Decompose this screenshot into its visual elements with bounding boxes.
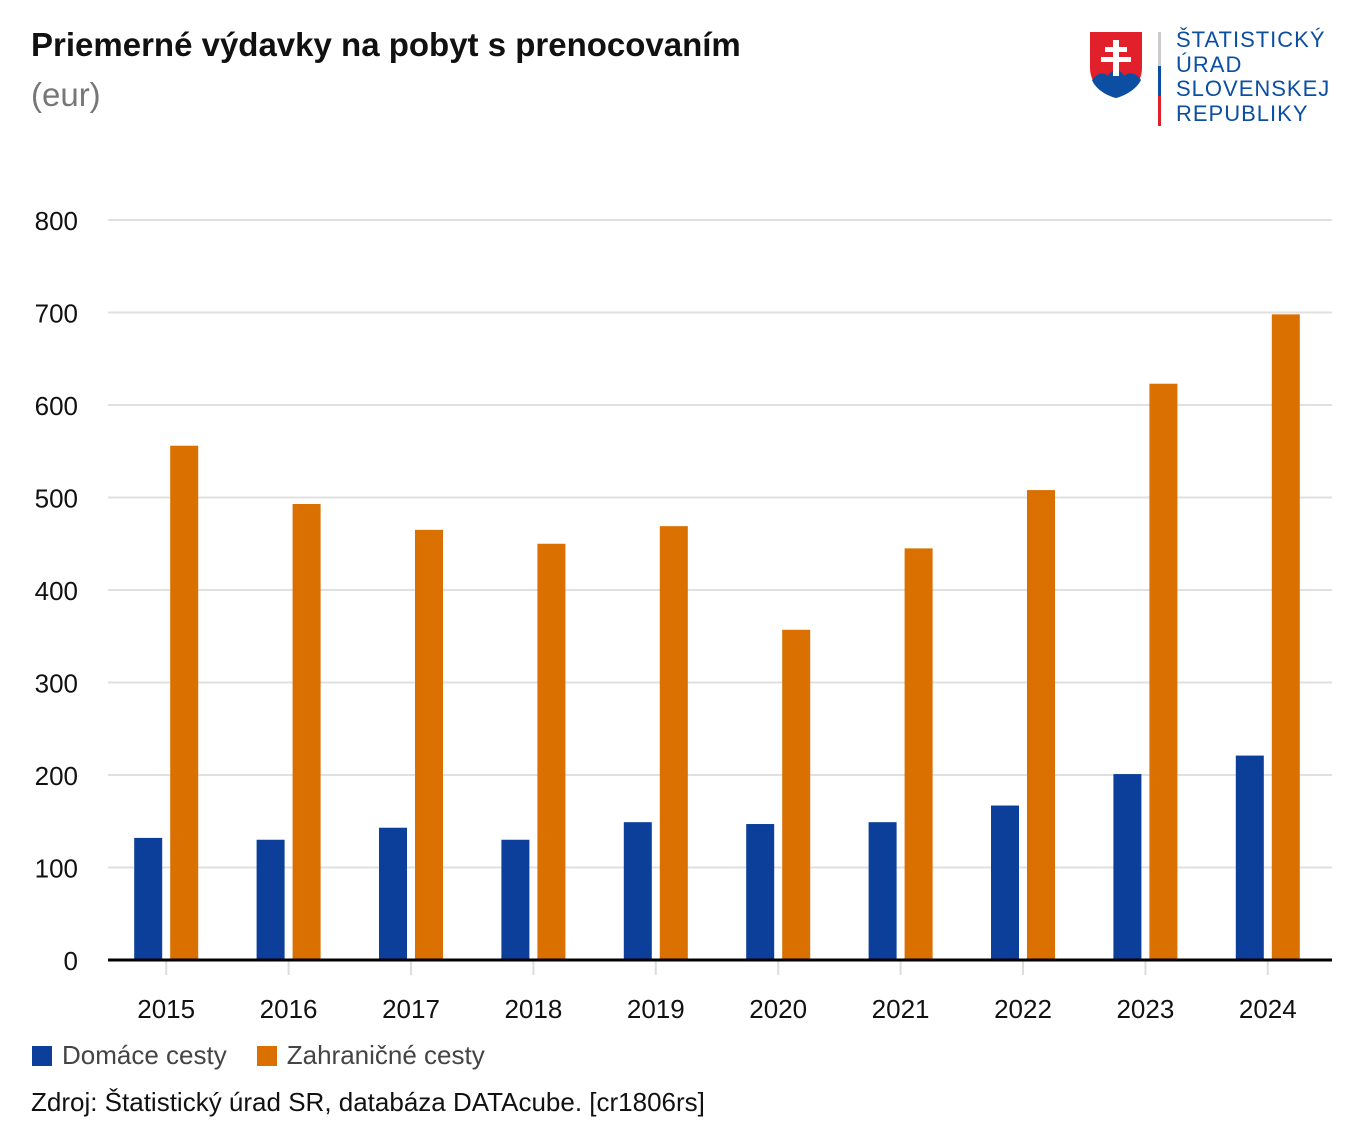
- y-tick-label: 400: [35, 576, 78, 606]
- logo-line: ÚRAD: [1176, 51, 1243, 77]
- bar-domace-2015: [134, 837, 163, 960]
- chart-title: Priemerné výdavky na pobyt s prenocovaní…: [31, 26, 741, 63]
- x-tick-label: 2017: [382, 994, 440, 1024]
- y-tick-label: 600: [35, 391, 78, 421]
- y-tick-label: 700: [35, 299, 78, 329]
- bar-zahranicne-2017: [415, 529, 443, 960]
- logo-text: ŠTATISTICKÝ ÚRAD SLOVENSKEJ REPUBLIKY: [1176, 27, 1331, 126]
- y-tick-label: 200: [35, 761, 78, 791]
- bar-zahranicne-2018: [537, 543, 566, 960]
- bar-zahranicne-2023: [1149, 383, 1178, 961]
- y-tick-label: 100: [35, 854, 78, 884]
- logo-divider-white: [1158, 32, 1161, 66]
- x-tick-label: 2015: [137, 994, 195, 1024]
- source-note: Zdroj: Štatistický úrad SR, databáza DAT…: [31, 1087, 705, 1117]
- bar-zahranicne-2015: [170, 445, 199, 960]
- y-tick-label: 500: [35, 484, 78, 514]
- bar-domace-2016: [256, 839, 285, 960]
- bar-domace-2021: [868, 822, 897, 960]
- x-tick-label: 2023: [1116, 994, 1174, 1024]
- bar-domace-2017: [379, 827, 407, 960]
- logo-line: ŠTATISTICKÝ: [1176, 27, 1326, 52]
- bar-zahranicne-2024: [1271, 314, 1300, 961]
- x-tick-label: 2019: [627, 994, 685, 1024]
- legend-item-zahranicne[interactable]: Zahraničné cesty: [256, 1040, 485, 1071]
- bar-zahranicne-2016: [292, 503, 321, 960]
- bar-domace-2020: [746, 824, 775, 960]
- x-tick-label: 2024: [1239, 994, 1297, 1024]
- logo-divider-red: [1158, 96, 1161, 126]
- x-tick-label: 2016: [260, 994, 318, 1024]
- x-tick-label: 2021: [872, 994, 930, 1024]
- legend-swatch: [32, 1045, 52, 1066]
- chart-subtitle: (eur): [31, 76, 101, 113]
- legend-label: Zahraničné cesty: [286, 1040, 485, 1070]
- bar-zahranicne-2021: [904, 548, 933, 960]
- legend: Domáce cesty Zahraničné cesty: [32, 1040, 485, 1071]
- bar-domace-2018: [501, 839, 530, 960]
- legend-item-domace[interactable]: Domáce cesty: [32, 1040, 227, 1071]
- bar-domace-2019: [623, 822, 652, 960]
- x-tick-label: 2020: [749, 994, 807, 1024]
- x-tick-label: 2018: [504, 994, 562, 1024]
- coat-of-arms-icon: [1090, 32, 1142, 98]
- y-tick-label: 0: [64, 946, 78, 976]
- bar-zahranicne-2022: [1027, 490, 1055, 960]
- x-tick-label: 2022: [994, 994, 1052, 1024]
- y-tick-label: 300: [35, 669, 78, 699]
- susr-logo: ŠTATISTICKÝ ÚRAD SLOVENSKEJ REPUBLIKY: [1088, 27, 1338, 130]
- bar-domace-2023: [1113, 774, 1142, 960]
- logo-divider-blue: [1158, 66, 1161, 96]
- legend-label: Domáce cesty: [62, 1040, 227, 1070]
- bar-zahranicne-2020: [782, 629, 811, 960]
- y-tick-label: 800: [35, 206, 78, 236]
- bar-domace-2024: [1235, 755, 1264, 960]
- legend-swatch: [256, 1045, 277, 1066]
- logo-line: SLOVENSKEJ: [1176, 76, 1331, 101]
- bar-zahranicne-2019: [659, 526, 688, 960]
- logo-line: REPUBLIKY: [1176, 100, 1309, 126]
- bar-domace-2022: [991, 805, 1019, 960]
